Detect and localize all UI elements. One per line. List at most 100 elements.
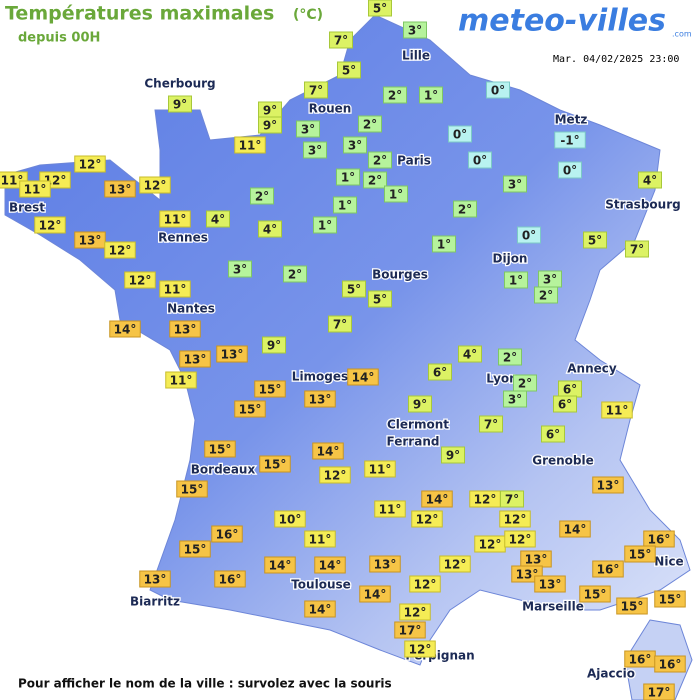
temperature-box <box>179 350 211 368</box>
temperature-box <box>534 286 558 304</box>
temperature-label: 6° <box>546 428 560 442</box>
temperature-box <box>104 180 136 198</box>
temperature-box <box>319 466 351 484</box>
temperature-box <box>264 556 296 574</box>
temperature-box <box>499 510 531 528</box>
temperature-box <box>347 368 379 386</box>
temperature-label: 4° <box>643 174 657 188</box>
city-name: Nantes <box>167 302 215 316</box>
temperature-label: 7° <box>309 84 323 98</box>
temperature-label: 11° <box>369 463 392 477</box>
temperature-label: 4° <box>263 223 277 237</box>
temperature-label: 11° <box>164 213 187 227</box>
temperature-box <box>421 490 453 508</box>
temperature-label: 13° <box>221 348 244 362</box>
temperature-label: 11° <box>606 404 629 418</box>
city-name: Nice <box>654 555 683 569</box>
logo: meteo-villes <box>458 4 666 39</box>
temperature-box <box>448 125 472 143</box>
temperature-label: 0° <box>563 164 577 178</box>
temperature-label: 13° <box>174 323 197 337</box>
temperature-label: 14° <box>364 588 387 602</box>
temperature-box <box>558 161 582 179</box>
temperature-box <box>216 345 248 363</box>
temperature-label: 15° <box>584 588 607 602</box>
temperature-box <box>643 530 675 548</box>
temperature-label: 2° <box>255 190 269 204</box>
city-name: Paris <box>397 154 431 168</box>
temperature-box <box>262 336 286 354</box>
city-name: Bordeaux <box>191 463 256 477</box>
temperature-label: 1° <box>389 188 403 202</box>
temperature-label: 2° <box>503 351 517 365</box>
temperature-box <box>458 345 482 363</box>
temperature-label: 7° <box>334 34 348 48</box>
temperature-label: 5° <box>588 234 602 248</box>
map-title: Températures maximales <box>5 3 274 25</box>
temperature-box <box>468 151 492 169</box>
temperature-label: 0° <box>491 84 505 98</box>
temperature-box <box>404 640 436 658</box>
temperature-box <box>368 0 392 17</box>
temperature-box <box>337 61 361 79</box>
city-name: Ajaccio <box>587 667 635 681</box>
temperature-label: 9° <box>263 104 277 118</box>
temperature-box <box>383 86 407 104</box>
temperature-label: 14° <box>352 371 375 385</box>
temperature-box <box>342 280 366 298</box>
timestamp: Mar. 04/02/2025 23:00 <box>553 54 679 65</box>
city-name: Rouen <box>309 102 352 116</box>
temperature-label: 9° <box>263 119 277 133</box>
temperature-box <box>333 196 357 214</box>
city-name: Clermont <box>387 418 449 432</box>
temperature-label: 7° <box>630 243 644 257</box>
temperature-box <box>303 141 327 159</box>
subtitle: depuis 00H <box>18 31 100 46</box>
temperature-label: 3° <box>301 123 315 137</box>
temperature-label: 15° <box>259 383 282 397</box>
temperature-box <box>139 570 171 588</box>
temperature-label: 3° <box>508 178 522 192</box>
temperature-label: 6° <box>558 398 572 412</box>
temperature-label: 2° <box>373 154 387 168</box>
temperature-box <box>408 395 432 413</box>
temperature-box <box>534 575 566 593</box>
temperature-label: 13° <box>79 234 102 248</box>
temperature-box <box>592 560 624 578</box>
temperature-label: 3° <box>348 139 362 153</box>
temperature-box <box>159 210 191 228</box>
temperature-label: 16° <box>216 528 239 542</box>
temperature-label: 1° <box>509 274 523 288</box>
temperature-box <box>592 476 624 494</box>
temperature-label: 16° <box>597 563 620 577</box>
temperature-label: 12° <box>404 606 427 620</box>
temperature-box <box>411 510 443 528</box>
temperature-label: 17° <box>648 686 671 700</box>
city-name: Bourges <box>372 268 428 282</box>
temperature-label: 2° <box>388 89 402 103</box>
temperature-label: 10° <box>279 513 302 527</box>
temperature-box <box>364 460 396 478</box>
city-name: Strasbourg <box>605 198 680 212</box>
temperature-label: 2° <box>518 377 532 391</box>
temperature-label: 14° <box>309 603 332 617</box>
temperature-label: 12° <box>414 578 437 592</box>
temperature-label: 3° <box>508 393 522 407</box>
city-name: Limoges <box>292 370 348 384</box>
temperature-label: 1° <box>437 238 451 252</box>
temperature-box <box>541 425 565 443</box>
temperature-label: 7° <box>484 418 498 432</box>
unit: (°C) <box>293 7 323 23</box>
temperature-label: 1° <box>341 171 355 185</box>
temperature-label: 12° <box>109 244 132 258</box>
temperature-label: 13° <box>374 558 397 572</box>
temperature-box <box>363 171 387 189</box>
temperature-box <box>453 200 477 218</box>
temperature-label: 16° <box>659 658 682 672</box>
temperature-box <box>441 446 465 464</box>
temperature-box <box>553 395 577 413</box>
temperature-box <box>139 176 171 194</box>
temperature-label: 13° <box>109 183 132 197</box>
temperature-label: 14° <box>317 445 340 459</box>
temperature-box <box>654 655 686 673</box>
